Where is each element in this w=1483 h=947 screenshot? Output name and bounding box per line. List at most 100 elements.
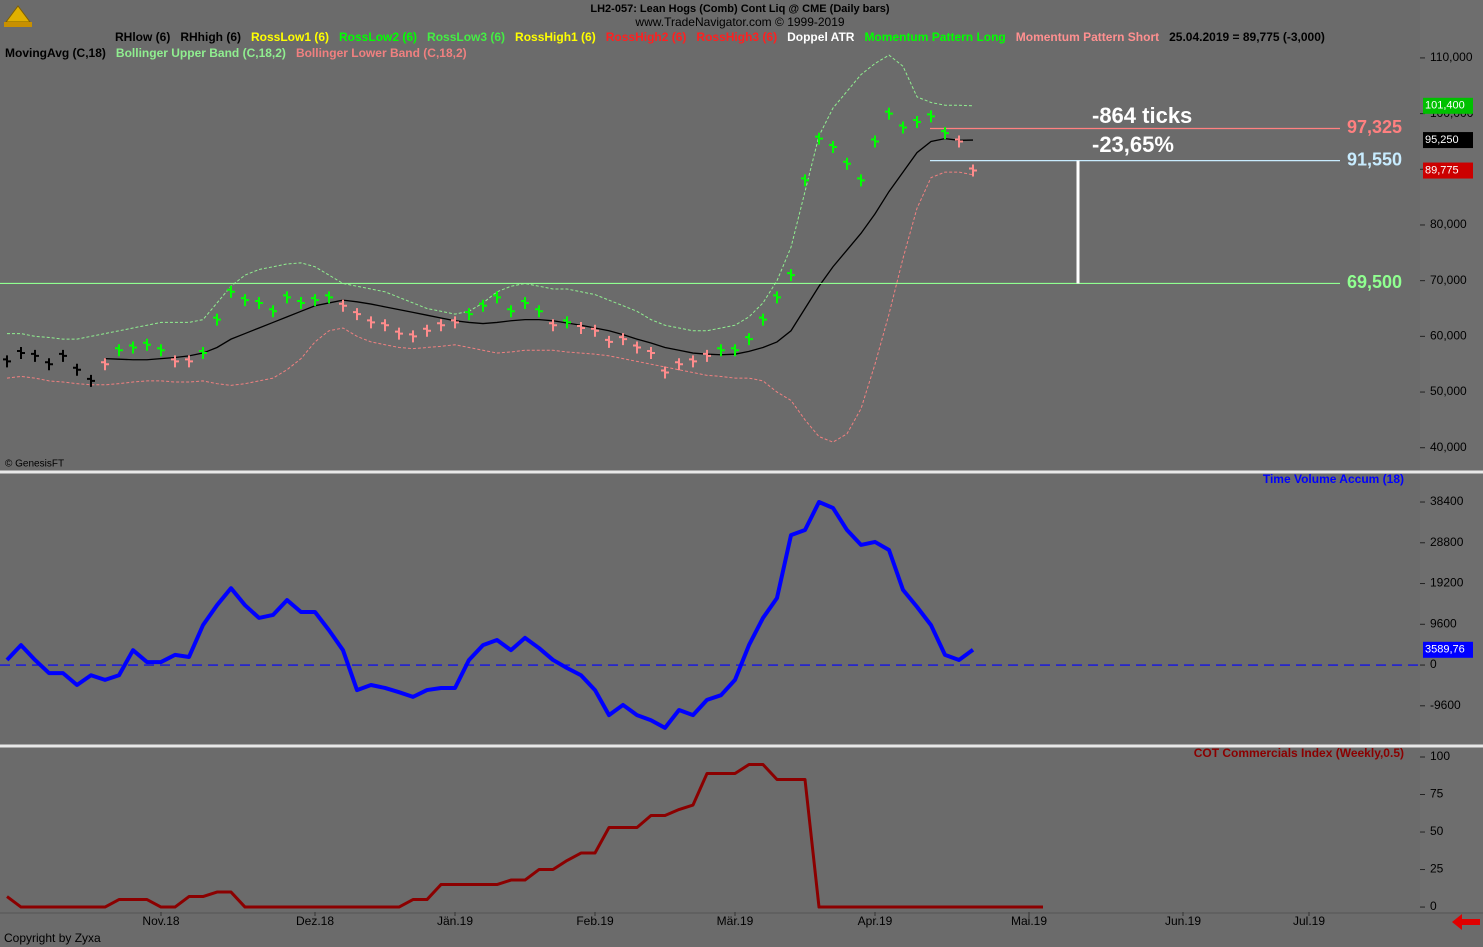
price-bar (857, 174, 865, 187)
series-line (104, 138, 974, 361)
price-bar (45, 358, 53, 371)
price-bar (381, 319, 389, 332)
price-bar (521, 296, 529, 309)
price-bar (577, 321, 585, 334)
price-bar (717, 344, 725, 357)
price-bar (367, 316, 375, 329)
price-bar (395, 327, 403, 340)
legend-entry: Bollinger Lower Band (C,18,2) (296, 46, 467, 60)
price-bar (563, 316, 571, 329)
indicator-label: Doppel ATR (787, 30, 855, 44)
x-tick-label: Mai.19 (1011, 914, 1047, 928)
indicator-label: RossLow3 (6) (427, 30, 505, 44)
x-tick-label: Apr.19 (858, 914, 893, 928)
price-bar (605, 335, 613, 348)
price-bar (885, 107, 893, 120)
axis-marker-label: 3589,76 (1425, 644, 1465, 656)
price-bar (633, 341, 641, 354)
indicator-label: 25.04.2019 = 89,775 (-3,000) (1169, 30, 1325, 44)
arrow-icon (1452, 914, 1480, 930)
level-label: 69,500 (1347, 272, 1402, 292)
annotation: -864 ticks (1092, 103, 1192, 128)
price-bar (73, 363, 81, 376)
price-bar (507, 305, 515, 318)
level-label: 97,325 (1347, 117, 1402, 137)
x-tick-label: Dez.18 (296, 914, 334, 928)
y-tick-label: 75 (1430, 787, 1444, 801)
level-label: 91,550 (1347, 149, 1402, 169)
indicator-label: RHlow (6) (115, 30, 170, 44)
price-bar (941, 127, 949, 140)
price-bar (31, 349, 39, 362)
legend-entry: Bollinger Upper Band (C,18,2) (116, 46, 286, 60)
y-tick-label: 70,000 (1430, 273, 1467, 287)
y-tick-label: 60,000 (1430, 329, 1467, 343)
price-bar (101, 358, 109, 371)
axis-marker (1423, 132, 1473, 149)
series-line (6, 763, 1043, 909)
price-bar (423, 324, 431, 337)
price-bar (311, 294, 319, 307)
price-bar (829, 141, 837, 154)
price-bar (465, 308, 473, 321)
price-bar (535, 305, 543, 318)
price-bar (731, 344, 739, 357)
price-bar (927, 110, 935, 123)
price-bar (115, 344, 123, 357)
price-bar (479, 299, 487, 312)
series-line (5, 500, 975, 730)
y-tick-label: 50,000 (1430, 384, 1467, 398)
price-bar (213, 313, 221, 326)
price-bar (325, 291, 333, 304)
y-tick-label: -9600 (1430, 698, 1461, 712)
y-tick-label: 19200 (1430, 576, 1464, 590)
price-bar (493, 291, 501, 304)
price-bar (675, 358, 683, 371)
price-bar (451, 316, 459, 329)
chart-title: LH2-057: Lean Hogs (Comb) Cont Liq @ CME… (590, 3, 890, 15)
panel-title: COT Commercials Index (Weekly,0.5) (1194, 746, 1404, 760)
axis-marker (1423, 162, 1473, 179)
y-tick-label: 25 (1430, 862, 1444, 876)
price-bar (3, 355, 11, 368)
price-bar (59, 349, 67, 362)
price-bar (661, 366, 669, 379)
axis-marker-label: 101,400 (1425, 100, 1465, 112)
price-bar (171, 355, 179, 368)
y-tick-label: 40,000 (1430, 440, 1467, 454)
series-line (7, 54, 974, 340)
y-tick-label: 0 (1430, 657, 1437, 671)
price-bar (17, 347, 25, 360)
y-tick-label: 110,000 (1430, 50, 1473, 64)
indicator-label: RossLow1 (6) (251, 30, 329, 44)
price-bar (227, 285, 235, 298)
logo (4, 5, 32, 27)
x-tick-label: Jul.19 (1293, 914, 1325, 928)
price-bar (339, 299, 347, 312)
price-bar (703, 349, 711, 362)
price-bar (185, 355, 193, 368)
price-bar (143, 338, 151, 351)
legend-entry: MovingAvg (C,18) (5, 46, 106, 60)
price-bar (689, 355, 697, 368)
price-bar (871, 135, 879, 148)
price-bar (297, 296, 305, 309)
indicator-label: RossHigh1 (6) (515, 30, 596, 44)
price-bar (843, 157, 851, 170)
price-bar (409, 330, 417, 343)
chart-subtitle: www.TradeNavigator.com © 1999-2019 (634, 15, 844, 29)
panel-title: Time Volume Accum (18) (1263, 472, 1404, 486)
x-tick-label: Mär.19 (717, 914, 754, 928)
price-bar (913, 115, 921, 128)
series-line (6, 171, 974, 443)
price-bar (87, 374, 95, 387)
price-bar (745, 333, 753, 346)
price-bar (969, 164, 977, 177)
price-bar (759, 313, 767, 326)
indicator-label: RossLow2 (6) (339, 30, 417, 44)
price-bar (773, 291, 781, 304)
price-bar (801, 174, 809, 187)
price-bar (899, 121, 907, 134)
price-bar (255, 296, 263, 309)
